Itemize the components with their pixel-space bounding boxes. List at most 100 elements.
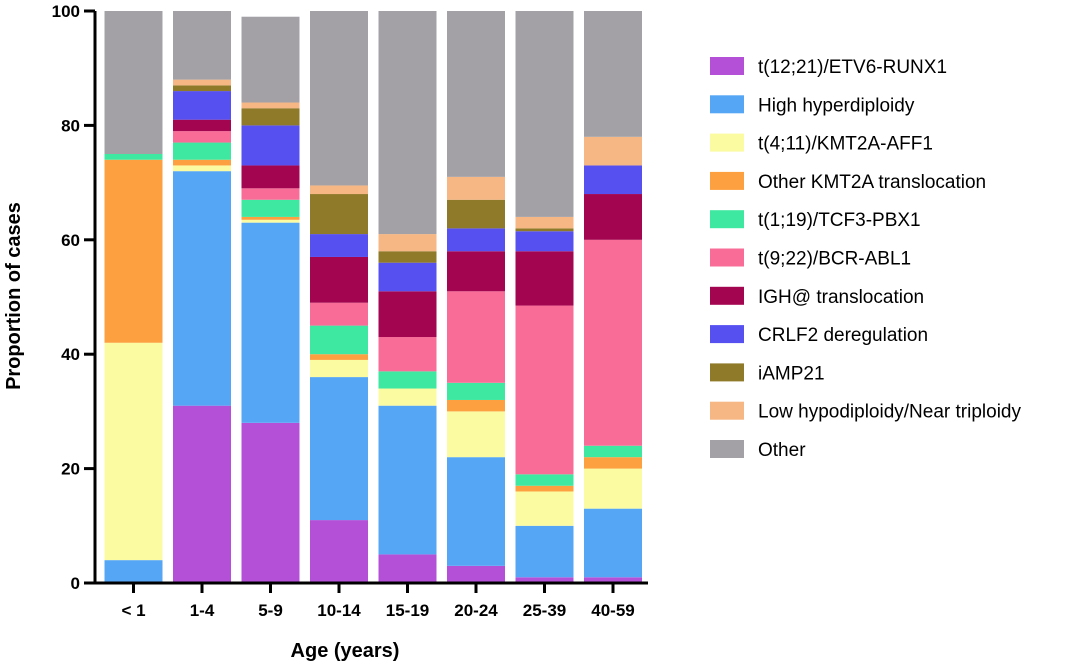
bar-segment-20-24-high-hyperdiploidy xyxy=(447,457,505,566)
bar-segment-15-19-high-hyperdiploidy xyxy=(378,405,437,555)
legend-swatch-t-4-11-kmt2a-aff1 xyxy=(710,133,744,152)
bar-segment-10-14-t-4-11-kmt2a-aff1 xyxy=(310,359,368,378)
bar-segment-20-24-iamp21 xyxy=(447,199,505,229)
bar-segment-10-14-crlf2-deregulation xyxy=(310,234,368,257)
y-tick-label-20: 20 xyxy=(61,460,80,479)
bar-segment-1-4-t-12-21-etv6-runx1 xyxy=(173,405,231,583)
bar-segment-5-9-high-hyperdiploidy xyxy=(241,222,300,423)
bar-segment-5-9-iamp21 xyxy=(241,108,300,126)
bar-segment-10-14-igh-translocation xyxy=(310,256,368,303)
legend-label-t-4-11-kmt2a-aff1: t(4;11)/KMT2A-AFF1 xyxy=(758,134,933,155)
bar-segment-10-14-other-kmt2a-translocation xyxy=(310,354,368,360)
bar-segment-40-59-low-hypodiploidy-near-triploidy xyxy=(584,136,642,166)
bar-segment-1-4-other xyxy=(173,11,231,80)
bar-segment-1-4-t-4-11-kmt2a-aff1 xyxy=(173,165,231,172)
legend-label-t-12-21-etv6-runx1: t(12;21)/ETV6-RUNX1 xyxy=(758,57,947,78)
legend-swatch-t-1-19-tcf3-pbx1 xyxy=(710,210,744,229)
bar-segment-25-39-crlf2-deregulation xyxy=(515,231,574,252)
bar-segment-5-9-crlf2-deregulation xyxy=(241,125,300,166)
bar-segment-20-24-crlf2-deregulation xyxy=(447,228,505,252)
legend-label-t-1-19-tcf3-pbx1: t(1;19)/TCF3-PBX1 xyxy=(758,210,921,231)
x-tick-label-15-19: 15-19 xyxy=(386,601,429,620)
bar-segment-25-39-high-hyperdiploidy xyxy=(515,525,574,578)
bar-segment-40-59-t-1-19-tcf3-pbx1 xyxy=(584,445,642,458)
bar-segment-20-24-t-12-21-etv6-runx1 xyxy=(447,565,505,583)
bar-segment-5-9-t-9-22-bcr-abl1 xyxy=(241,188,300,200)
legend-swatch-t-9-22-bcr-abl1 xyxy=(710,248,744,267)
bar-segment-20-24-other xyxy=(447,11,505,177)
bar-segment-20-24-low-hypodiploidy-near-triploidy xyxy=(447,176,505,200)
bar-segment-25-39-other-kmt2a-translocation xyxy=(515,485,574,492)
bar-segment-25-39-igh-translocation xyxy=(515,251,574,306)
bar-segment-25-39-t-9-22-bcr-abl1 xyxy=(515,305,574,475)
x-tick-label-1-4: 1-4 xyxy=(190,601,215,620)
bar-segment-25-39-t-4-11-kmt2a-aff1 xyxy=(515,491,574,526)
legend-swatch-t-12-21-etv6-runx1 xyxy=(710,57,744,75)
bar-segment-5-9-t-4-11-kmt2a-aff1 xyxy=(241,219,300,223)
bar-segment-20-24-other-kmt2a-translocation xyxy=(447,399,505,412)
bar-segment-1-4-iamp21 xyxy=(173,85,231,92)
bar-segment-15-19-low-hypodiploidy-near-triploidy xyxy=(378,234,437,252)
bar-segment-20-24-t-1-19-tcf3-pbx1 xyxy=(447,382,505,400)
bar-segment-1-t-4-11-kmt2a-aff1 xyxy=(104,342,163,561)
bar-segment-20-24-t-4-11-kmt2a-aff1 xyxy=(447,411,505,458)
x-tick-label-5-9: 5-9 xyxy=(258,601,283,620)
legend-label-igh-translocation: IGH@ translocation xyxy=(758,287,924,308)
bar-segment-5-9-igh-translocation xyxy=(241,165,300,189)
x-axis-title: Age (years) xyxy=(291,640,400,662)
bar-segment-1-high-hyperdiploidy xyxy=(104,560,163,583)
legend-label-crlf2-deregulation: CRLF2 deregulation xyxy=(758,325,928,346)
bar-segment-10-14-high-hyperdiploidy xyxy=(310,377,368,521)
bar-segment-25-39-t-1-19-tcf3-pbx1 xyxy=(515,474,574,486)
axes: 0 20 40 60 80 100 < 1 1-4 5-9 10-14 15-19 20-24 25-3… xyxy=(52,2,648,620)
legend-label-iamp21: iAMP21 xyxy=(758,363,825,384)
bar-segment-15-19-other xyxy=(378,11,437,235)
bar-segment-40-59-other xyxy=(584,11,642,137)
bar-segment-5-9-t-1-19-tcf3-pbx1 xyxy=(241,199,300,217)
bar-segment-10-14-t-12-21-etv6-runx1 xyxy=(310,520,368,583)
bar-segment-1-4-t-9-22-bcr-abl1 xyxy=(173,131,231,143)
bar-segment-15-19-t-9-22-bcr-abl1 xyxy=(378,337,437,372)
bar-segment-40-59-t-12-21-etv6-runx1 xyxy=(584,577,642,583)
x-tick-label-1: < 1 xyxy=(121,601,145,620)
bar-segment-40-59-igh-translocation xyxy=(584,194,642,240)
y-tick-label-80: 80 xyxy=(61,116,80,135)
bar-segment-40-59-t-4-11-kmt2a-aff1 xyxy=(584,468,642,509)
bar-segment-15-19-igh-translocation xyxy=(378,291,437,338)
legend-label-low-hypodiploidy-near-triploidy: Low hypodiploidy/Near triploidy xyxy=(758,402,1021,423)
bar-segment-10-14-iamp21 xyxy=(310,194,368,235)
bar-segment-10-14-low-hypodiploidy-near-triploidy xyxy=(310,185,368,195)
y-tick-label-0: 0 xyxy=(71,574,80,593)
legend-label-high-hyperdiploidy: High hyperdiploidy xyxy=(758,95,915,116)
bar-segment-5-9-other-kmt2a-translocation xyxy=(241,216,300,220)
bar-segment-20-24-igh-translocation xyxy=(447,251,505,292)
plot-area xyxy=(104,11,642,583)
bar-segment-1-other xyxy=(104,11,163,154)
legend-swatch-other-kmt2a-translocation xyxy=(710,171,744,190)
y-tick-label-100: 100 xyxy=(52,2,80,21)
bar-segment-15-19-t-4-11-kmt2a-aff1 xyxy=(378,388,437,406)
bar-segment-1-other-kmt2a-translocation xyxy=(104,159,163,343)
bar-segment-15-19-t-12-21-etv6-runx1 xyxy=(378,554,437,583)
bar-segment-15-19-crlf2-deregulation xyxy=(378,262,437,292)
bar-segment-1-4-other-kmt2a-translocation xyxy=(173,159,231,166)
bar-segment-25-39-iamp21 xyxy=(515,228,574,232)
bar-segment-1-4-crlf2-deregulation xyxy=(173,91,231,120)
legend-swatch-other xyxy=(710,440,744,458)
bar-segment-40-59-crlf2-deregulation xyxy=(584,165,642,195)
legend: t(12;21)/ETV6-RUNX1 High hyperdiploidy t(4… xyxy=(710,57,1021,461)
bar-segment-10-14-t-9-22-bcr-abl1 xyxy=(310,302,368,326)
legend-label-t-9-22-bcr-abl1: t(9;22)/BCR-ABL1 xyxy=(758,249,911,270)
y-tick-label-40: 40 xyxy=(61,345,80,364)
bar-segment-1-4-t-1-19-tcf3-pbx1 xyxy=(173,142,231,160)
bar-segment-1-t-1-19-tcf3-pbx1 xyxy=(104,154,163,160)
bar-segment-25-39-t-12-21-etv6-runx1 xyxy=(515,577,574,583)
legend-swatch-igh-translocation xyxy=(710,286,744,305)
bar-segment-40-59-high-hyperdiploidy xyxy=(584,508,642,578)
x-tick-label-25-39: 25-39 xyxy=(523,601,566,620)
bar-segment-40-59-t-9-22-bcr-abl1 xyxy=(584,239,642,446)
x-tick-label-20-24: 20-24 xyxy=(454,601,498,620)
legend-swatch-low-hypodiploidy-near-triploidy xyxy=(710,401,744,420)
bar-segment-5-9-t-12-21-etv6-runx1 xyxy=(241,422,300,583)
